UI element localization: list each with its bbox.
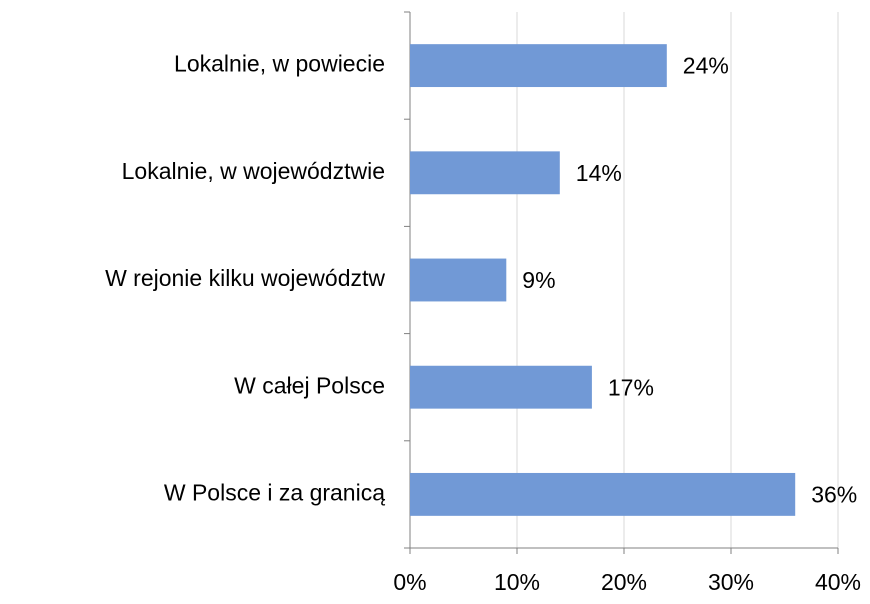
x-tick-label: 10% [494,569,540,595]
value-label: 9% [522,267,555,293]
y-tick-label: Lokalnie, w województwie [122,158,385,184]
value-label: 14% [576,160,622,186]
y-tick-label: Lokalnie, w powiecie [174,51,385,77]
bar [410,151,560,195]
bar [410,365,592,409]
bar [410,44,667,88]
bar [410,472,796,516]
x-tick-label: 20% [601,569,647,595]
y-tick-label: W Polsce i za granicą [164,479,385,505]
x-tick-label: 40% [815,569,861,595]
x-tick-label: 30% [708,569,754,595]
x-tick-label: 0% [393,569,426,595]
y-tick-label: W całej Polsce [234,372,385,398]
bar [410,258,507,302]
value-label: 24% [683,53,729,79]
value-label: 36% [811,481,857,507]
value-label: 17% [608,374,654,400]
y-tick-label: W rejonie kilku województw [105,265,385,291]
